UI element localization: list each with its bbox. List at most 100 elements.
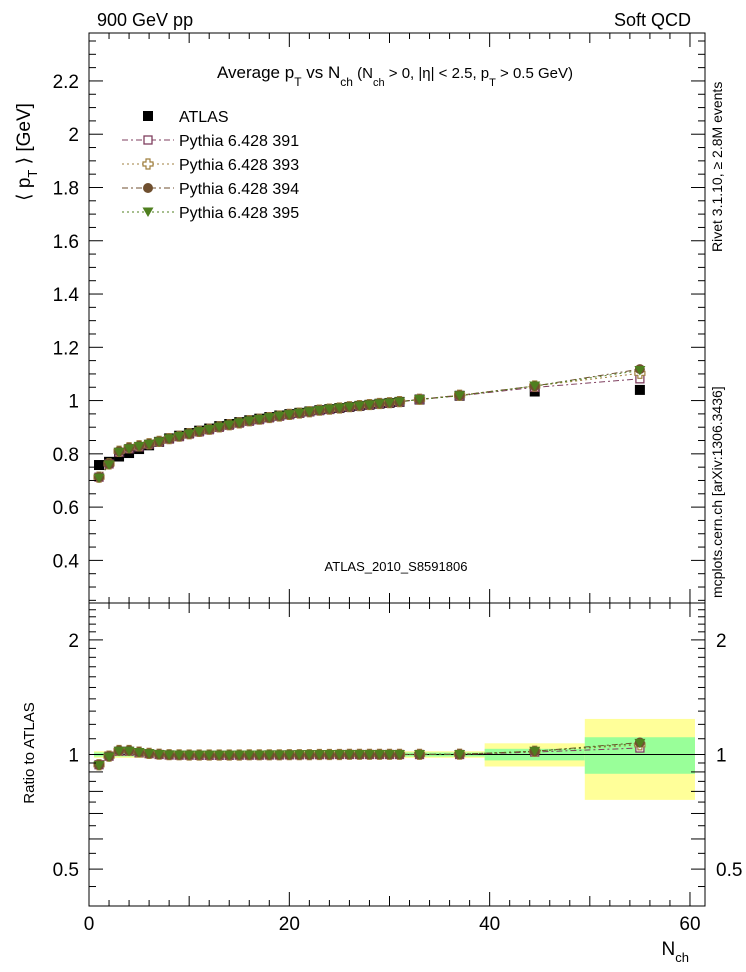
series-point-4 (343, 402, 355, 412)
x-tick-label: 40 (479, 914, 500, 935)
ratio-point-4 (113, 746, 125, 757)
legend-marker-atlas (143, 111, 153, 121)
analysis-watermark: ATLAS_2010_S8591806 (325, 559, 468, 574)
ratio-point-4 (143, 749, 155, 759)
y-tick-label: 1.2 (53, 338, 79, 359)
ratio-point-4 (213, 750, 225, 761)
ratio-point-4 (363, 750, 375, 760)
y-tick-label: 1 (68, 392, 79, 413)
ratio-point-4 (93, 761, 105, 771)
y-tick-label: 1.8 (53, 178, 79, 199)
header-right: Soft QCD (614, 10, 691, 30)
series-point-4 (373, 399, 385, 409)
ratio-point-4 (313, 750, 325, 760)
x-axis-label: Nch (662, 939, 689, 965)
y-tick-label: 2.2 (53, 72, 79, 93)
series-point-4 (383, 398, 395, 408)
series-line-1 (98, 378, 640, 478)
ratio-tick-label: 1 (68, 746, 79, 767)
series-point-4 (163, 434, 175, 444)
series-point-4 (103, 460, 115, 470)
legend-label-2: Pythia 6.428 393 (179, 157, 299, 174)
legend-label-3: Pythia 6.428 394 (179, 181, 299, 198)
y-tick-label: 2 (68, 125, 79, 146)
series-point-4 (303, 407, 315, 417)
x-tick-label: 60 (679, 914, 700, 935)
series-point-4 (203, 424, 215, 435)
ratio-point-4 (373, 750, 385, 760)
ratio-tick-label: 2 (68, 631, 79, 652)
legend-marker-4 (142, 207, 154, 217)
series-point-4 (193, 427, 205, 437)
y-tick-label: 0.6 (53, 498, 79, 519)
y-tick-label: 1.4 (53, 285, 80, 306)
legend-label-atlas: ATLAS (179, 109, 229, 126)
series-point-4 (243, 416, 255, 427)
ratio-tick-label: 0.5 (53, 860, 79, 881)
series-point-4 (414, 395, 426, 405)
series-point-4 (143, 439, 155, 450)
ratio-point-4 (333, 750, 345, 760)
ratio-point-4 (383, 750, 395, 760)
series-point-4 (263, 413, 275, 423)
legend: ATLAS Pythia 6.428 391 Pythia 6.428 393 Pyt… (122, 109, 299, 222)
series-point-4 (283, 410, 295, 420)
rivet-label: Rivet 3.1.10, ≥ 2.8M events (709, 82, 725, 252)
ratio-tick-label-right: 0.5 (716, 860, 742, 881)
ratio-point-4 (303, 750, 315, 760)
mcplots-label: mcplots.cern.ch [arXiv:1306.3436] (709, 386, 725, 598)
ratio-point-4 (253, 750, 265, 760)
legend-marker-3 (143, 183, 153, 193)
plot-title: Average pT vs Nch (Nch > 0, |η| < 2.5, p… (217, 63, 573, 89)
ratio-point-4 (183, 750, 195, 761)
ratio-point-4 (343, 750, 355, 760)
series-point-4 (363, 400, 375, 410)
ratio-point-4 (273, 750, 285, 760)
ratio-point-4 (529, 746, 541, 757)
series-point-4 (173, 431, 185, 442)
legend-marker-2 (142, 158, 154, 170)
series-point-4 (183, 429, 195, 440)
ratio-point-4 (123, 746, 135, 757)
series-point-4 (213, 422, 225, 433)
series-point-4 (353, 401, 365, 411)
series-point-4 (253, 414, 265, 425)
series-point-4 (634, 366, 646, 376)
ratio-point-4 (323, 750, 335, 760)
ratio-y-axis-label: Ratio to ATLAS (21, 702, 38, 803)
series-point-4 (223, 420, 235, 430)
legend-label-4: Pythia 6.428 395 (179, 205, 299, 222)
ratio-point-4 (173, 750, 185, 760)
series-point-4 (113, 447, 125, 458)
ratio-point-4 (153, 750, 165, 760)
header-left: 900 GeV pp (97, 10, 193, 30)
y-axis-label: ⟨ pT ⟩ [GeV] (14, 103, 40, 201)
series-point-4 (293, 408, 305, 419)
series-point-4 (133, 441, 145, 452)
series-point-4 (313, 405, 325, 416)
ratio-point-4 (293, 750, 305, 760)
series-point-4 (233, 418, 245, 428)
ratio-point-4 (454, 750, 466, 760)
series-point-4 (123, 444, 135, 454)
series-point-4 (93, 473, 105, 484)
atlas-point (634, 384, 645, 395)
series-line-4 (98, 370, 640, 479)
ratio-tick-label-right: 1 (716, 746, 727, 767)
ratio-point-4 (243, 750, 255, 760)
x-tick-label: 0 (84, 914, 95, 935)
series-point-4 (153, 437, 165, 447)
ratio-point-4 (263, 750, 275, 760)
y-tick-label: 0.8 (53, 445, 79, 466)
ratio-point-4 (414, 750, 426, 760)
y-tick-label: 1.6 (53, 232, 79, 253)
series-point-4 (529, 381, 541, 392)
ratio-point-4 (634, 738, 646, 749)
ratio-point-4 (103, 752, 115, 762)
ratio-point-4 (193, 750, 205, 761)
ratio-point-4 (223, 750, 235, 761)
ratio-point-4 (394, 750, 406, 760)
legend-marker-1 (143, 135, 153, 145)
ratio-point-4 (133, 748, 145, 758)
